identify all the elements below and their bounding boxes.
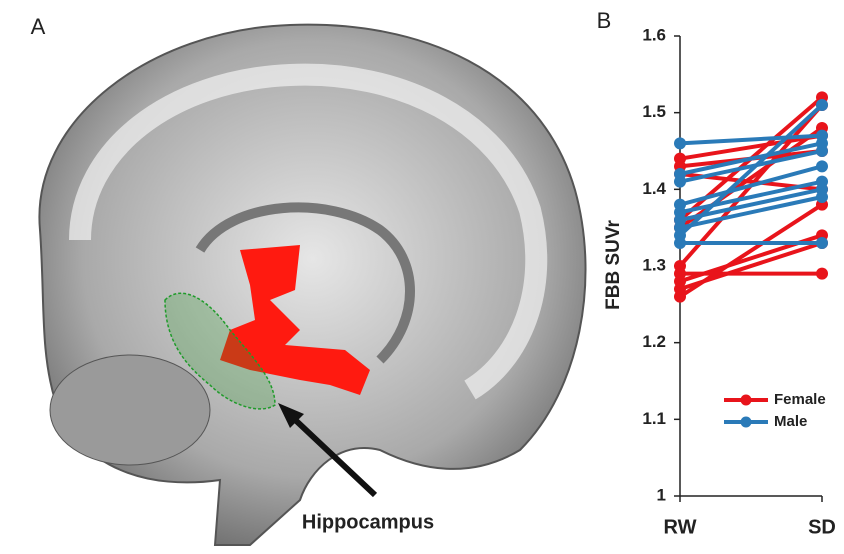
x-tick-label: RW — [664, 516, 697, 538]
legend-marker — [740, 394, 752, 406]
subject-line — [679, 241, 823, 291]
y-tick-label: 1.6 — [642, 25, 666, 44]
y-axis-title: FBB SUVr — [603, 220, 624, 310]
subject-line — [678, 103, 824, 237]
legend-marker — [740, 416, 752, 428]
y-tick-label: 1.2 — [642, 332, 666, 351]
corpus-callosum — [195, 202, 415, 364]
point — [816, 99, 828, 111]
hippocampus-outline — [164, 292, 276, 410]
red-region — [220, 245, 370, 395]
plot: 1 1.1 1.2 1.3 1.4 1.5 1.6 RW SD Female Male — [642, 25, 836, 538]
y-tick-label: 1 — [657, 485, 666, 504]
point — [816, 191, 828, 203]
brain-image — [38, 23, 587, 546]
point — [674, 152, 686, 165]
legend-label: Male — [774, 413, 807, 430]
point — [674, 237, 686, 249]
subject-line — [679, 141, 823, 176]
y-tick-label: 1.1 — [642, 409, 666, 428]
point — [816, 160, 828, 173]
subject-line — [679, 164, 823, 207]
subject-line — [679, 133, 823, 161]
subject-line — [679, 195, 823, 230]
x-tick-label: SD — [808, 516, 836, 538]
subject-line — [679, 149, 823, 184]
legend-label: Female — [774, 391, 826, 408]
point — [674, 137, 686, 150]
y-tick-label: 1.5 — [642, 102, 666, 121]
point — [674, 175, 686, 188]
point — [816, 145, 828, 157]
point — [816, 237, 828, 249]
panel-label: A — [31, 14, 46, 39]
subject-line — [679, 179, 823, 215]
annotation: Hippocampus — [302, 511, 434, 533]
arrow-shaft — [287, 412, 378, 498]
panel-label: B — [597, 8, 612, 33]
point — [674, 260, 686, 272]
y-tick-label: 1.3 — [642, 255, 666, 274]
brain-outline — [38, 23, 587, 546]
white-matter — [69, 63, 548, 400]
point — [816, 267, 828, 280]
y-tick-label: 1.4 — [642, 179, 666, 198]
subject-line — [679, 133, 823, 146]
arrow-head — [278, 403, 304, 428]
cerebellum — [49, 354, 211, 466]
